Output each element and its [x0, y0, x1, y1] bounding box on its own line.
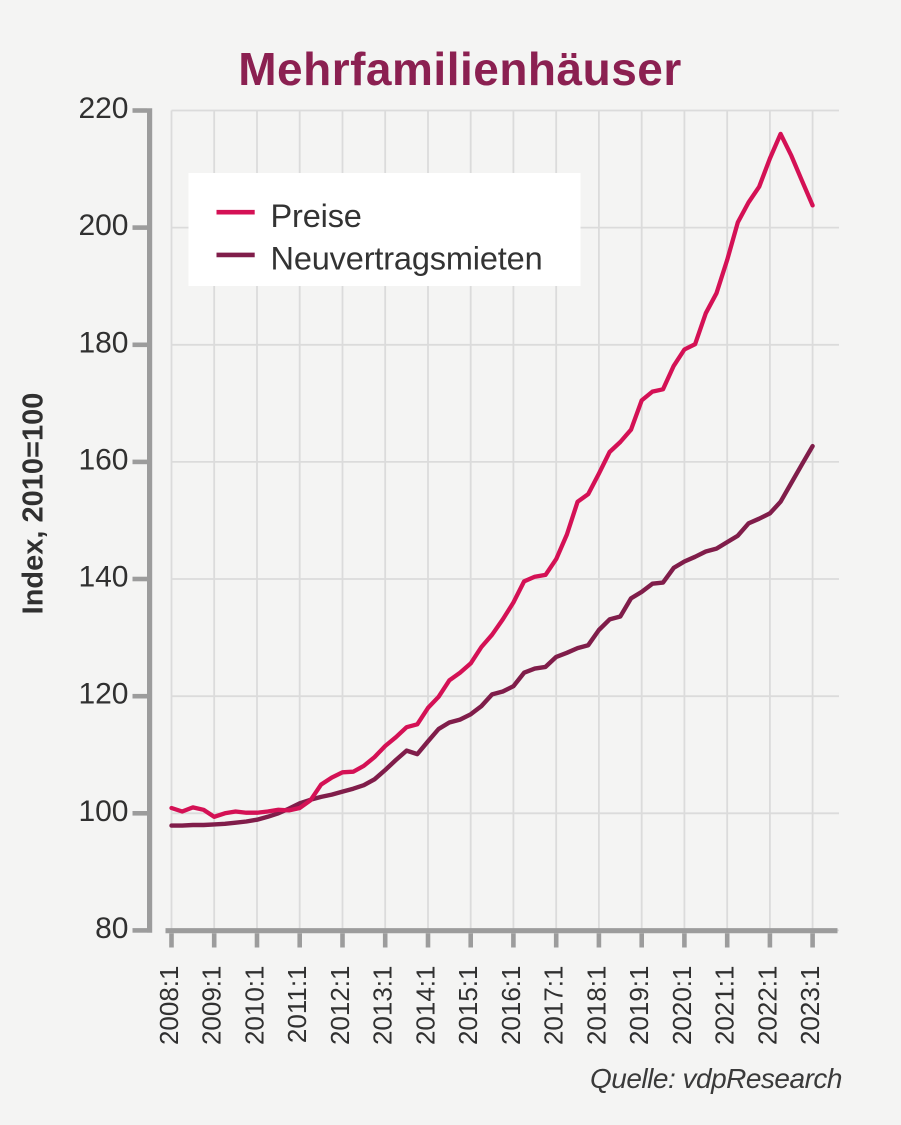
- svg-text:2017:1: 2017:1: [539, 966, 569, 1046]
- svg-text:2010:1: 2010:1: [240, 966, 270, 1046]
- svg-text:2016:1: 2016:1: [496, 966, 526, 1046]
- svg-text:140: 140: [78, 561, 128, 594]
- svg-text:2008:1: 2008:1: [154, 966, 184, 1046]
- svg-text:200: 200: [78, 209, 128, 242]
- svg-text:2015:1: 2015:1: [453, 966, 483, 1046]
- svg-text:100: 100: [78, 795, 128, 828]
- svg-text:Neuvertragsmieten: Neuvertragsmieten: [271, 240, 543, 276]
- svg-text:2013:1: 2013:1: [368, 966, 398, 1046]
- svg-text:160: 160: [78, 443, 128, 476]
- svg-text:80: 80: [95, 912, 128, 945]
- svg-text:2021:1: 2021:1: [710, 966, 740, 1046]
- svg-text:2012:1: 2012:1: [325, 966, 355, 1046]
- svg-text:2023:1: 2023:1: [795, 966, 825, 1046]
- svg-text:2018:1: 2018:1: [581, 966, 611, 1046]
- svg-text:2009:1: 2009:1: [197, 966, 227, 1046]
- svg-text:120: 120: [78, 678, 128, 711]
- svg-text:220: 220: [78, 92, 128, 125]
- svg-text:2019:1: 2019:1: [624, 966, 654, 1046]
- svg-text:180: 180: [78, 326, 128, 359]
- svg-text:2011:1: 2011:1: [282, 966, 312, 1044]
- svg-text:2014:1: 2014:1: [411, 966, 441, 1046]
- svg-text:2022:1: 2022:1: [752, 966, 782, 1046]
- svg-text:Preise: Preise: [271, 198, 362, 234]
- svg-text:2020:1: 2020:1: [667, 966, 697, 1046]
